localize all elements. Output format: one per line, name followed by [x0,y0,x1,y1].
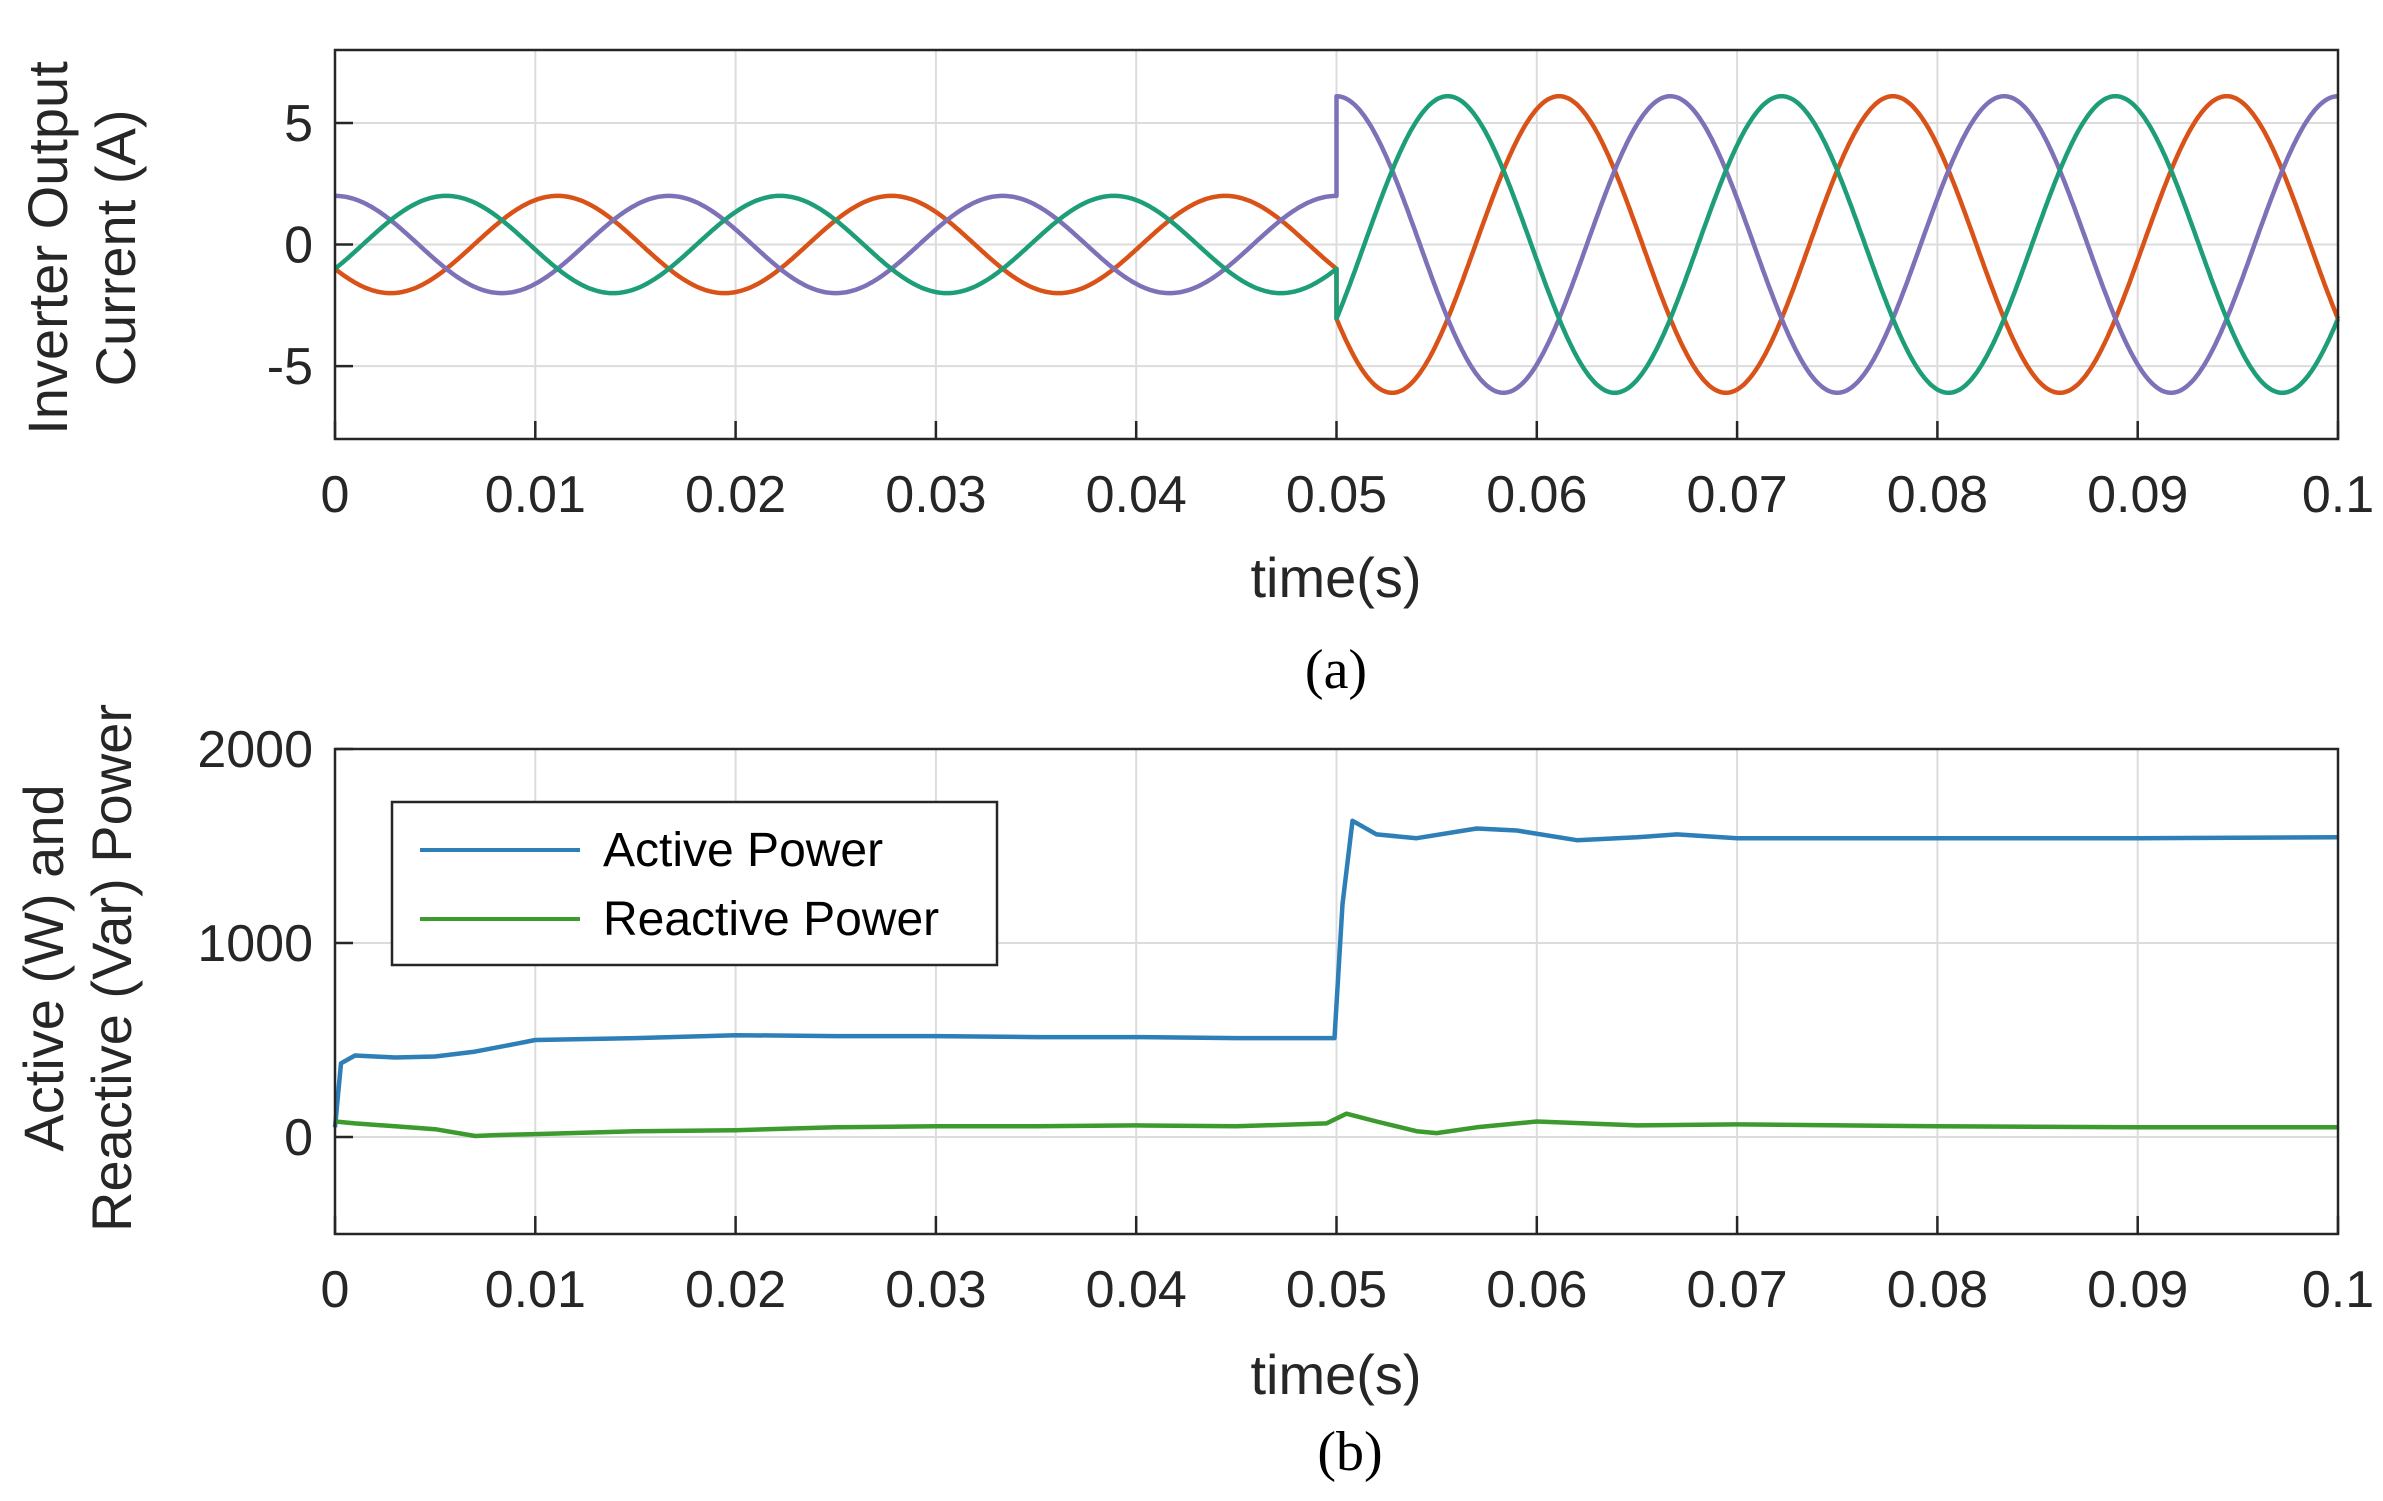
b-x-tick-label: 0 [321,1261,350,1319]
a-x-tick-label: 0 [321,466,350,524]
b-x-tick-label: 0.04 [1086,1261,1187,1319]
panel-b-x-axis-label: time(s) [1250,1343,1421,1406]
a-series-phase-b [334,93,2339,396]
panel-b-x-ticks: 0 0.01 0.02 0.03 0.04 0.05 0.06 0.07 0.08 0.09 0.1 [321,1216,2374,1319]
a-x-tick-label: 0.05 [1286,466,1387,524]
b-series-reactive-power [334,1111,2338,1139]
a-x-tick-label: 0.06 [1486,466,1587,524]
panel-a-current-plot: 0 0.01 0.02 0.03 0.04 0.05 0.06 0.07 0.08 0.09 0.1… [16,48,2374,701]
panel-b-y-axis-label-line1: Active (W) and [12,784,75,1151]
a-x-tick-label: 0.08 [1887,466,1988,524]
a-x-tick-label: 0.1 [2302,466,2374,524]
panel-b-y-ticks: 2000 1000 0 [197,721,353,1167]
a-series-phase-c [333,93,2341,396]
b-y-tick-label: 0 [284,1109,313,1167]
panel-b-power-plot: 0 0.01 0.02 0.03 0.04 0.05 0.06 0.07 0.08 0.09 0.1… [12,704,2374,1483]
a-x-tick-label: 0.04 [1086,466,1187,524]
b-x-tick-label: 0.09 [2087,1261,2188,1319]
b-x-tick-label: 0.06 [1486,1261,1587,1319]
a-y-tick-label: 0 [284,217,313,275]
panel-a-x-ticks: 0 0.01 0.02 0.03 0.04 0.05 0.06 0.07 0.08 0.09 0.1 [321,421,2374,524]
b-x-tick-label: 0.03 [885,1261,986,1319]
legend-label-active-power: Active Power [603,824,883,877]
panel-a-series [333,93,2341,396]
a-y-tick-label: -5 [267,338,313,396]
panel-a-caption: (a) [1305,639,1367,701]
panel-b-legend: Active Power Reactive Power [390,800,999,967]
b-y-tick-label: 1000 [197,915,313,973]
panel-a-y-axis-label-line2: Current (A) [84,110,147,387]
b-x-tick-label: 0.05 [1286,1261,1387,1319]
a-x-tick-label: 0.01 [485,466,586,524]
panel-a-x-axis-label: time(s) [1250,546,1421,609]
legend-box [390,800,999,967]
a-y-tick-label: 5 [284,95,313,153]
b-y-tick-label: 2000 [197,721,313,779]
panel-b-series [332,818,2339,1139]
b-x-tick-label: 0.07 [1686,1261,1787,1319]
b-x-tick-label: 0.1 [2302,1261,2374,1319]
a-x-tick-label: 0.02 [685,466,786,524]
b-x-tick-label: 0.08 [1887,1261,1988,1319]
b-series-active-power [332,818,2339,1128]
b-x-tick-label: 0.01 [485,1261,586,1319]
b-x-tick-label: 0.02 [685,1261,786,1319]
a-x-tick-label: 0.09 [2087,466,2188,524]
a-x-tick-label: 0.07 [1686,466,1787,524]
panel-b-y-axis-label-line2: Reactive (Var) Power [80,704,143,1232]
panel-a-y-axis-label-line1: Inverter Output [16,61,79,435]
panel-a-y-ticks: 5 0 -5 [267,95,353,396]
legend-label-reactive-power: Reactive Power [603,893,939,946]
a-x-tick-label: 0.03 [885,466,986,524]
panel-b-caption: (b) [1317,1421,1382,1483]
